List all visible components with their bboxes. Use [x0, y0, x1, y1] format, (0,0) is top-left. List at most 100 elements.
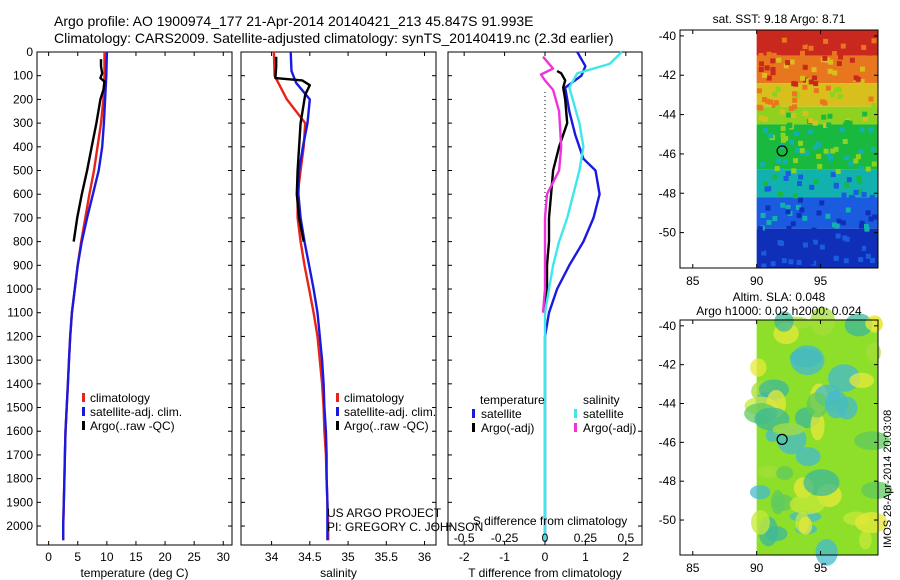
sst-pixel — [762, 127, 768, 133]
sst-pixel — [827, 113, 833, 119]
sst-pixel — [780, 126, 786, 132]
legend-swatch-0 — [336, 393, 339, 402]
sst-pixel — [857, 179, 863, 185]
sst-pixel — [832, 70, 838, 76]
sst-pixel — [819, 200, 825, 206]
sla-blob — [776, 466, 794, 480]
sla-blob — [789, 494, 826, 515]
sst-pixel — [813, 81, 819, 87]
y-tick-label-0: 0 — [26, 45, 33, 59]
sst-pixel — [776, 158, 782, 164]
sst-pixel — [825, 213, 831, 219]
sst-pixel — [811, 67, 817, 73]
sst-pixel — [800, 50, 806, 56]
sst-pixel — [809, 184, 815, 190]
sst-pixel — [871, 103, 877, 109]
sla-blob — [795, 447, 821, 467]
map-y-tick-label--40: -40 — [659, 319, 677, 333]
sst-pixel — [831, 222, 837, 228]
argo-location-marker — [776, 433, 788, 445]
sst-pixel — [758, 115, 764, 121]
legend-title-salinity: salinity — [583, 393, 620, 407]
legend-label-0: climatology — [344, 391, 404, 405]
sst-pixel — [790, 221, 796, 227]
map-x-tick-label-95: 95 — [814, 561, 828, 575]
map-y-tick-label--44: -44 — [659, 397, 677, 411]
sst-pixel — [763, 116, 769, 122]
sst-pixel — [834, 223, 840, 229]
sst-pixel — [844, 120, 850, 126]
sst-pixel — [785, 209, 791, 215]
sst-pixel — [856, 175, 862, 181]
legend-label-diff-3: Argo(-adj) — [583, 421, 636, 435]
panel-sla_map: -40 -42 -44 -46 -48 -50 85 90 95 — [659, 306, 893, 575]
sst-pixel — [797, 197, 803, 203]
sla-blob — [750, 358, 767, 377]
sst-pixel — [764, 65, 770, 71]
sst-pixel — [775, 86, 781, 92]
sst-pixel — [808, 45, 814, 51]
sst-pixel — [770, 66, 776, 72]
sst-pixel — [759, 61, 765, 67]
sst-pixel — [770, 70, 776, 76]
x-tick-label-1: 1 — [582, 550, 589, 564]
map-y-tick-label--42: -42 — [659, 68, 677, 82]
map-y-tick-label--48: -48 — [659, 186, 677, 200]
sst-pixel — [803, 77, 809, 83]
sla-map-subtitle: Argo h1000: 0.02 h2000: 0.024 — [696, 304, 862, 318]
series-argo-adj- — [543, 69, 569, 313]
plot-frame-salinity — [240, 51, 437, 546]
legend-label-diff-1: Argo(-adj) — [481, 421, 534, 435]
y-tick-label-1000: 1000 — [6, 282, 33, 296]
sst-pixel — [792, 97, 798, 103]
sst-pixel — [770, 261, 776, 267]
sst-pixel — [757, 226, 763, 232]
sst-pixel — [868, 96, 874, 102]
argo-location-marker — [776, 145, 788, 157]
sst-pixel — [768, 133, 774, 139]
sst-pixel — [865, 210, 871, 216]
sst-pixel — [833, 182, 839, 188]
sla-blob — [815, 539, 838, 566]
sst-pixel — [779, 109, 785, 115]
sst-band-0 — [756, 30, 878, 56]
sst-pixel — [756, 88, 762, 94]
y-tick-label-400: 400 — [13, 140, 33, 154]
sst-pixel — [786, 225, 792, 231]
sst-pixel — [835, 233, 841, 239]
legend-label-0: climatology — [90, 391, 150, 405]
sst-pixel — [859, 66, 865, 72]
sst-pixel — [823, 122, 829, 128]
sst-pixel — [793, 158, 799, 164]
series-satellite-adj-clim- — [62, 51, 109, 541]
sst-pixel — [808, 79, 814, 85]
sst-pixel — [808, 259, 814, 265]
sst-pixel — [766, 75, 772, 81]
sst-pixel — [793, 81, 799, 87]
sla-blob — [751, 510, 770, 535]
sst-band-2 — [756, 83, 878, 107]
series-argo-raw-qc- — [72, 59, 106, 242]
sla-blob — [849, 372, 875, 389]
map-frame-sst_map — [679, 29, 879, 269]
sla-blob — [810, 411, 825, 441]
y-tick-label-300: 300 — [13, 116, 33, 130]
sla-blob — [861, 481, 893, 499]
map-y-tick-label--48: -48 — [659, 474, 677, 488]
series-satellite — [543, 51, 623, 541]
sst-pixel — [859, 220, 865, 226]
sst-pixel — [812, 144, 818, 150]
x-tick-label-35.5: 35.5 — [375, 550, 399, 564]
x-top-tick-label--0.25: -0.25 — [491, 531, 519, 545]
sst-pixel — [762, 72, 768, 78]
sst-pixel — [859, 223, 865, 229]
sst-pixel — [820, 99, 826, 105]
x-tick-label-5: 5 — [74, 550, 81, 564]
x-top-tick-label-0: 0 — [542, 531, 549, 545]
sst-pixel — [766, 219, 772, 225]
sst-pixel — [761, 250, 767, 256]
sst-pixel — [823, 47, 829, 53]
sst-pixel — [782, 242, 788, 248]
sst-pixel — [859, 78, 865, 84]
sla-blob — [855, 512, 888, 534]
